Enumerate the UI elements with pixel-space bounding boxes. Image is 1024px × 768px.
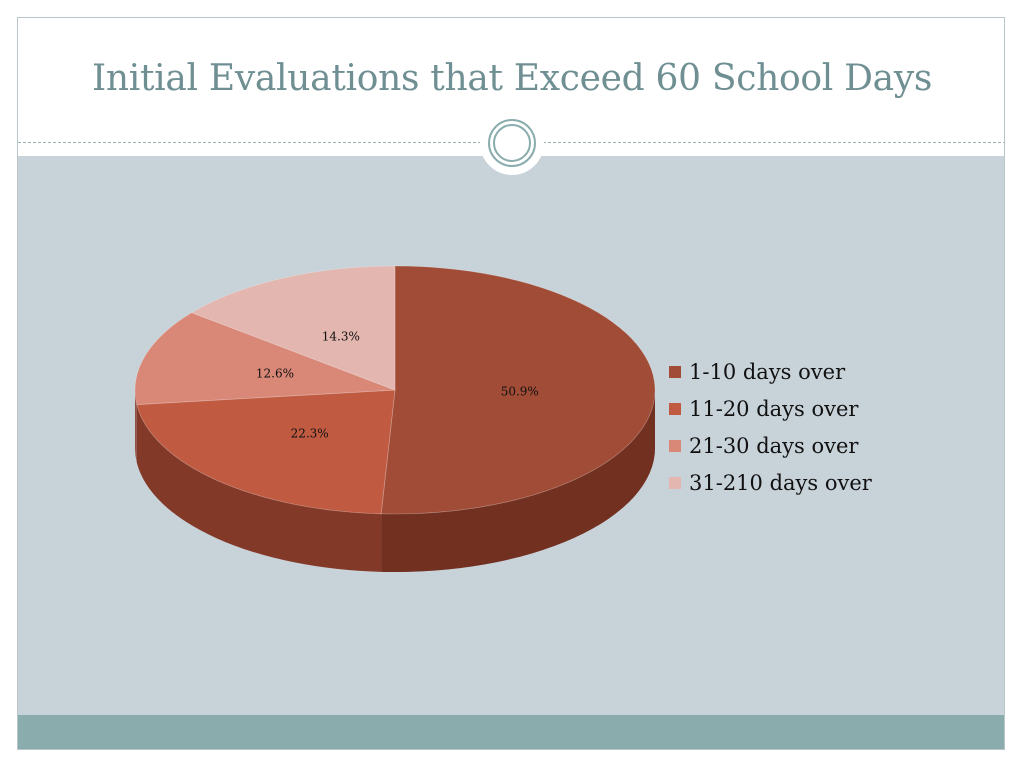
slide-title: Initial Evaluations that Exceed 60 Schoo… — [91, 58, 933, 99]
legend-swatch — [669, 365, 681, 378]
chart-legend: 1-10 days over 11-20 days over 21-30 days … — [669, 353, 872, 501]
legend-item-11-20-days-over: 11-20 days over — [669, 390, 872, 427]
legend-swatch — [669, 476, 681, 489]
slide-frame: Initial Evaluations that Exceed 60 Schoo… — [17, 17, 1005, 750]
ornament-inner-ring — [493, 124, 531, 162]
legend-label: 21-30 days over — [689, 433, 859, 458]
pie-slice-31-210-days-over — [190, 265, 396, 391]
legend-label: 11-20 days over — [689, 396, 859, 421]
data-label-11-20-days-over: 22.3% — [291, 426, 329, 440]
data-label-31-210-days-over: 14.3% — [322, 329, 360, 343]
legend-item-1-10-days-over: 1-10 days over — [669, 353, 872, 390]
legend-swatch — [669, 439, 681, 452]
legend-item-31-210-days-over: 31-210 days over — [669, 464, 872, 501]
circle-ornament-icon — [480, 111, 544, 175]
pie-slice-1-10-days-over — [380, 265, 656, 515]
pie-data-labels: 50.9% 22.3% 12.6% 14.3% — [256, 329, 539, 440]
pie-depth — [135, 390, 655, 572]
legend-item-21-30-days-over: 21-30 days over — [669, 427, 872, 464]
pie-side-shade-21-30-days-over — [135, 390, 137, 463]
pie-slice-11-20-days-over — [136, 389, 396, 515]
pie-side-shade-11-20-days-over — [136, 404, 382, 572]
legend-label: 1-10 days over — [689, 359, 846, 384]
pie-slices — [134, 265, 656, 515]
data-label-1-10-days-over: 50.9% — [501, 385, 539, 399]
pie-side-1-10-days-over — [381, 390, 655, 572]
pie-slice-21-30-days-over — [134, 312, 396, 405]
data-label-21-30-days-over: 12.6% — [256, 367, 294, 381]
pie-side-shade-1-10-days-over — [381, 390, 655, 572]
pie-side-21-30-days-over — [135, 390, 137, 463]
legend-swatch — [669, 402, 681, 415]
legend-label: 31-210 days over — [689, 470, 872, 495]
pie-side-11-20-days-over — [136, 404, 382, 572]
footer-band — [18, 715, 1004, 749]
ornament-outer-ring — [488, 119, 536, 167]
